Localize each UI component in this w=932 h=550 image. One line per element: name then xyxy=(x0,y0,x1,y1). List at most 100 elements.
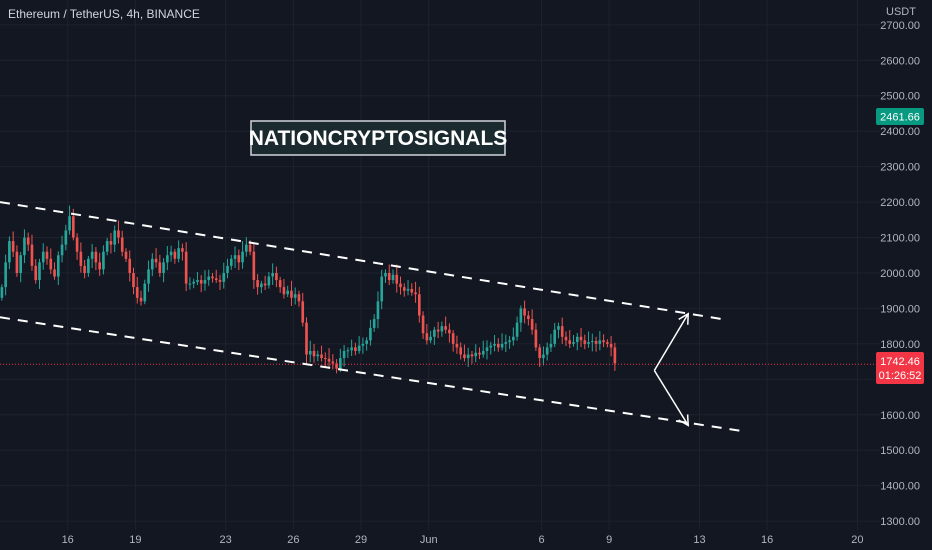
candle-body[interactable] xyxy=(214,278,218,281)
candlestick-series[interactable] xyxy=(0,205,617,374)
candle-body[interactable] xyxy=(590,341,594,343)
candle-body[interactable] xyxy=(199,280,203,284)
candle-body[interactable] xyxy=(425,333,429,341)
candle-body[interactable] xyxy=(481,350,485,355)
candle-body[interactable] xyxy=(572,342,575,344)
candle-body[interactable] xyxy=(485,347,489,351)
candle-body[interactable] xyxy=(327,358,331,362)
candle-body[interactable] xyxy=(34,265,38,281)
candle-body[interactable] xyxy=(139,297,143,302)
candle-body[interactable] xyxy=(444,326,447,330)
candle-body[interactable] xyxy=(181,248,184,252)
candle-body[interactable] xyxy=(305,322,308,355)
candle-body[interactable] xyxy=(323,358,327,360)
candle-body[interactable] xyxy=(38,262,41,281)
candle-body[interactable] xyxy=(184,251,188,284)
candle-body[interactable] xyxy=(90,251,94,259)
candle-body[interactable] xyxy=(455,343,459,348)
candle-body[interactable] xyxy=(410,288,414,293)
candle-body[interactable] xyxy=(4,262,7,288)
candle-body[interactable] xyxy=(267,276,271,286)
candle-body[interactable] xyxy=(218,280,222,282)
candle-body[interactable] xyxy=(222,272,226,282)
candle-body[interactable] xyxy=(0,287,4,298)
candle-body[interactable] xyxy=(109,241,113,245)
candle-body[interactable] xyxy=(542,354,545,359)
candle-body[interactable] xyxy=(606,342,609,344)
candle-body[interactable] xyxy=(512,336,515,341)
candle-body[interactable] xyxy=(560,326,564,337)
projection-arrow-line[interactable] xyxy=(653,313,689,371)
candle-body[interactable] xyxy=(188,283,192,285)
candle-body[interactable] xyxy=(523,308,526,316)
candle-body[interactable] xyxy=(395,274,399,284)
candle-body[interactable] xyxy=(117,230,120,238)
price-axis[interactable]: USDT 1300.001400.001500.001600.001700.00… xyxy=(880,6,920,528)
candle-body[interactable] xyxy=(579,336,583,341)
candle-body[interactable] xyxy=(233,255,237,259)
candle-body[interactable] xyxy=(500,343,504,348)
candle-body[interactable] xyxy=(132,272,135,288)
candle-body[interactable] xyxy=(26,237,30,245)
candle-body[interactable] xyxy=(474,352,478,357)
candle-body[interactable] xyxy=(354,347,357,351)
candle-body[interactable] xyxy=(237,255,241,263)
candle-body[interactable] xyxy=(372,319,376,328)
candle-body[interactable] xyxy=(534,329,538,348)
candle-body[interactable] xyxy=(376,301,380,320)
candle-body[interactable] xyxy=(602,340,605,343)
candle-body[interactable] xyxy=(113,230,117,245)
candle-body[interactable] xyxy=(463,354,466,359)
candle-body[interactable] xyxy=(169,251,173,256)
candle-body[interactable] xyxy=(60,244,64,256)
candle-body[interactable] xyxy=(530,319,534,330)
candle-body[interactable] xyxy=(147,269,150,284)
candle-body[interactable] xyxy=(493,343,496,346)
candle-body[interactable] xyxy=(229,258,233,266)
candle-body[interactable] xyxy=(429,336,432,341)
candle-body[interactable] xyxy=(339,358,342,369)
candle-body[interactable] xyxy=(83,265,86,273)
candle-body[interactable] xyxy=(248,244,252,252)
channel-line-upper[interactable] xyxy=(0,201,723,321)
candle-body[interactable] xyxy=(609,343,613,348)
candle-body[interactable] xyxy=(68,216,71,231)
candle-body[interactable] xyxy=(538,347,541,359)
candle-body[interactable] xyxy=(263,283,267,286)
candle-body[interactable] xyxy=(308,350,312,355)
candle-body[interactable] xyxy=(361,343,365,346)
candle-body[interactable] xyxy=(53,269,56,277)
candle-body[interactable] xyxy=(335,363,338,369)
candle-body[interactable] xyxy=(94,251,98,263)
candle-body[interactable] xyxy=(406,288,410,291)
candle-body[interactable] xyxy=(98,262,101,270)
candle-body[interactable] xyxy=(282,287,286,295)
candle-body[interactable] xyxy=(286,290,290,295)
candle-body[interactable] xyxy=(196,280,199,282)
candle-body[interactable] xyxy=(478,352,481,355)
candle-body[interactable] xyxy=(207,276,211,281)
candle-body[interactable] xyxy=(451,333,455,344)
candle-body[interactable] xyxy=(120,237,124,252)
candle-body[interactable] xyxy=(15,251,19,273)
candle-body[interactable] xyxy=(278,280,282,288)
candle-body[interactable] xyxy=(365,340,368,344)
candle-body[interactable] xyxy=(369,327,372,341)
candle-body[interactable] xyxy=(166,255,169,263)
candle-body[interactable] xyxy=(260,283,263,288)
candle-body[interactable] xyxy=(598,340,602,344)
candle-body[interactable] xyxy=(124,251,128,259)
candle-body[interactable] xyxy=(72,216,75,238)
candle-body[interactable] xyxy=(30,244,34,266)
candle-body[interactable] xyxy=(504,342,508,344)
candle-body[interactable] xyxy=(380,276,384,302)
candle-body[interactable] xyxy=(414,292,417,295)
candle-body[interactable] xyxy=(56,255,60,277)
candle-body[interactable] xyxy=(320,354,323,359)
candle-body[interactable] xyxy=(387,272,391,281)
candle-body[interactable] xyxy=(557,326,560,330)
candle-body[interactable] xyxy=(575,336,579,343)
candle-body[interactable] xyxy=(297,294,301,302)
candle-body[interactable] xyxy=(252,251,256,281)
